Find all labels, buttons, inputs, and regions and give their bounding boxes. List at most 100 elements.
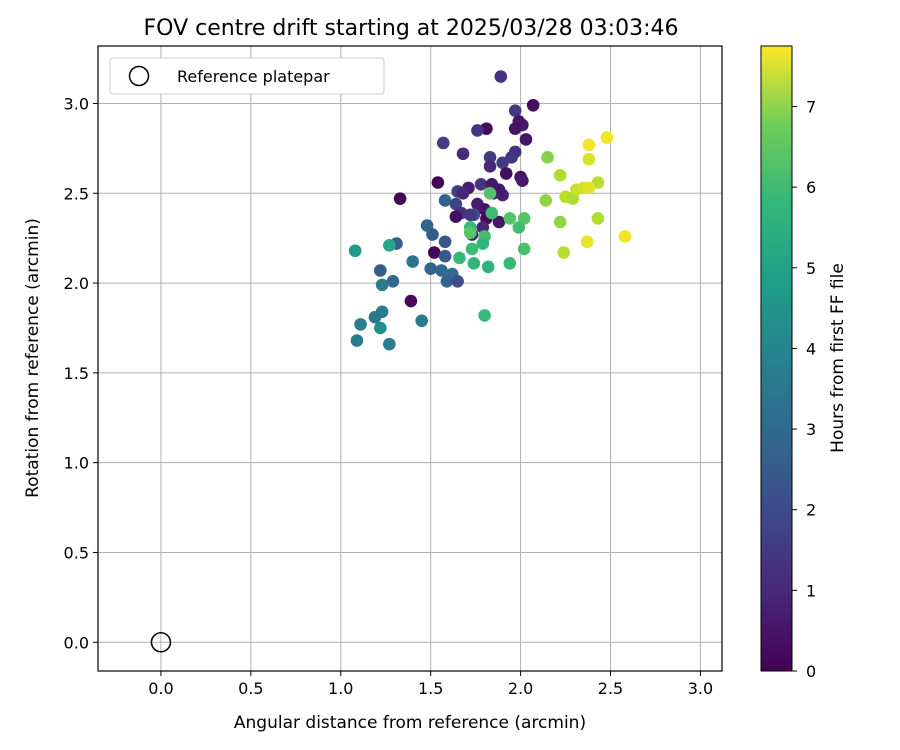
data-point	[424, 262, 437, 276]
data-point	[539, 194, 553, 207]
data-point	[580, 235, 594, 249]
data-point	[600, 131, 614, 144]
data-point	[427, 246, 441, 259]
data-point	[375, 278, 389, 292]
colorbar-tick-label: 2	[806, 501, 816, 520]
data-point	[481, 260, 495, 274]
x-tick-label: 1.0	[328, 679, 353, 698]
data-point	[354, 318, 367, 331]
data-point	[485, 206, 499, 220]
data-point	[348, 244, 362, 258]
reference-marker	[150, 632, 172, 653]
data-point	[438, 235, 452, 249]
data-point	[368, 310, 382, 324]
grid	[98, 46, 722, 671]
data-point	[383, 337, 396, 351]
x-tick-label: 0.0	[148, 679, 173, 698]
x-tick-label: 2.5	[598, 679, 623, 698]
y-tick-label: 2.0	[64, 274, 89, 293]
data-point	[553, 169, 567, 182]
colorbar-tick-label: 1	[806, 581, 816, 600]
data-point	[516, 174, 529, 187]
data-point	[478, 309, 491, 322]
legend: Reference platepar	[109, 57, 385, 95]
data-point	[483, 186, 497, 200]
data-point	[404, 294, 418, 308]
data-point	[499, 167, 513, 180]
data-point	[582, 152, 596, 166]
data-point	[508, 122, 522, 135]
data-point	[591, 212, 605, 225]
data-point	[582, 181, 596, 195]
data-point	[496, 156, 509, 170]
data-point	[526, 98, 540, 112]
y-tick-label: 3.0	[64, 94, 89, 113]
data-point	[374, 321, 387, 335]
data-point	[453, 251, 466, 265]
data-point	[483, 151, 497, 164]
data-point	[435, 264, 448, 277]
colorbar-tick-label: 7	[806, 97, 816, 116]
colorbar-tick-label: 3	[806, 420, 816, 439]
data-point	[406, 255, 419, 268]
data-point	[503, 257, 517, 270]
data-point	[438, 194, 452, 207]
chart-title: FOV centre drift starting at 2025/03/28 …	[144, 16, 679, 41]
data-point	[492, 215, 506, 229]
x-tick-label: 3.0	[688, 679, 713, 698]
y-axis-label: Rotation from reference (arcmin)	[23, 218, 43, 498]
colorbar-tick-label: 6	[806, 178, 816, 197]
data-point	[553, 215, 567, 229]
legend-box	[109, 57, 385, 95]
data-point	[494, 70, 508, 83]
reference-point-circle-icon	[150, 632, 172, 653]
data-point	[456, 147, 470, 161]
colorbar-label: Hours from first FF file	[828, 263, 848, 453]
data-point	[557, 246, 571, 259]
data-point	[483, 160, 497, 173]
colorbar-tick-label: 0	[806, 662, 816, 681]
data-point	[618, 230, 632, 243]
data-point	[350, 334, 364, 347]
data-point	[582, 138, 596, 152]
data-point	[426, 228, 439, 241]
y-tick-label: 0.0	[64, 633, 89, 652]
data-point	[541, 151, 554, 164]
legend-marker-circle-icon	[128, 65, 150, 87]
data-point	[440, 274, 454, 288]
data-point	[383, 239, 396, 252]
y-tick-label: 0.5	[64, 543, 89, 562]
data-point	[508, 104, 522, 117]
data-point	[474, 177, 488, 191]
x-tick-label: 2.0	[508, 679, 533, 698]
colorbar	[760, 45, 793, 672]
y-tick-label: 2.5	[64, 184, 89, 203]
data-point	[476, 237, 490, 250]
data-point	[436, 136, 450, 150]
x-axis-label: Angular distance from reference (arcmin)	[234, 713, 586, 733]
data-point	[463, 208, 477, 222]
plot-frame	[97, 45, 723, 672]
data-point	[465, 242, 479, 256]
data-point	[449, 210, 463, 223]
y-axis-ticks: 0.0 0.5 1.0 1.5 2.0 2.5 3.0	[64, 94, 98, 652]
colorbar-tick-label: 4	[806, 339, 816, 358]
x-axis-ticks: 0.0 0.5 1.0 1.5 2.0 2.5 3.0	[148, 671, 713, 698]
data-point	[438, 249, 452, 263]
data-point	[519, 133, 533, 146]
data-point	[393, 192, 407, 205]
data-point	[467, 257, 481, 270]
legend-entry-reference: Reference platepar	[177, 67, 330, 86]
data-point	[512, 221, 526, 234]
x-tick-label: 0.5	[238, 679, 263, 698]
data-point	[503, 212, 517, 225]
data-point	[415, 314, 428, 328]
data-point	[386, 274, 400, 288]
y-tick-label: 1.5	[64, 364, 89, 383]
data-point	[471, 124, 484, 137]
x-tick-label: 1.5	[418, 679, 443, 698]
data-point	[451, 274, 464, 288]
data-point	[374, 264, 387, 277]
data-point	[463, 226, 477, 240]
